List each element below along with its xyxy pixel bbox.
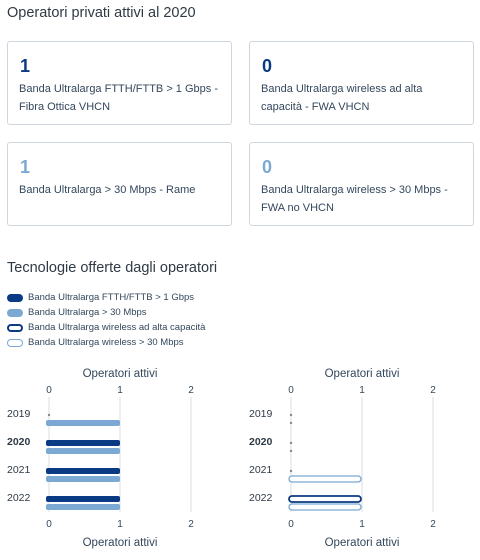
bar-chart-svg: Operatori attivi Operatori attivi 0 0 1 1 2 2 20… [7,368,194,549]
axis-title-bottom: Operatori attivi [325,537,400,549]
x-tick-label-top: 1 [359,385,365,396]
stat-label: Banda Ultralarga wireless > 30 Mbps - FW… [261,184,448,214]
bar [46,448,120,454]
x-tick-label-top: 0 [46,385,52,396]
bar [46,440,120,446]
x-tick-label-top: 0 [288,385,294,396]
x-tick-label-top: 2 [430,385,436,396]
section-title-operators: Operatori privati attivi al 2020 [7,5,196,21]
zero-value-dot [289,449,293,453]
legend-swatch [7,338,23,347]
axis-title-bottom: Operatori attivi [83,537,158,549]
bar [288,475,362,483]
legend-item-wireless-vhcn[interactable]: Banda Ultralarga wireless ad alta capaci… [7,320,205,335]
y-category-label: 2019 [249,408,273,420]
chart-legend: Banda Ultralarga FTTH/FTTB > 1 Gbps Band… [7,290,205,350]
y-category-label: 2021 [7,464,31,476]
stat-value: 0 [262,56,273,76]
bar [288,495,362,503]
stat-card-fwa-vhcn: 0 Banda Ultralarga wireless ad alta capa… [249,41,474,125]
y-category-label: 2022 [7,492,31,504]
stat-value: 0 [262,157,273,177]
legend-item-ftth[interactable]: Banda Ultralarga FTTH/FTTB > 1 Gbps [7,290,205,305]
x-tick-label-top: 2 [188,385,194,396]
legend-label: Banda Ultralarga wireless ad alta capaci… [28,322,206,333]
y-category-label: 2020 [249,436,273,448]
x-tick-label-bottom: 1 [359,519,365,530]
stat-card-rame: 1 Banda Ultralarga > 30 Mbps - Rame [7,142,232,226]
zero-value-dot [289,469,293,473]
stat-label: Banda Ultralarga FTTH/FTTB > 1 Gbps - Fi… [19,83,218,113]
chart-fixed-technologies: Operatori attivi Operatori attivi 0 0 1 1 2 2 20… [0,360,220,560]
x-tick-label-top: 1 [117,385,123,396]
stat-value: 1 [20,157,31,177]
bar [46,476,120,482]
legend-label: Banda Ultralarga wireless > 30 Mbps [28,337,184,348]
legend-swatch [7,308,23,317]
stat-value: 1 [20,56,31,76]
y-category-label: 2021 [249,464,273,476]
legend-swatch [7,293,23,302]
stat-label: Banda Ultralarga > 30 Mbps - Rame [19,184,196,196]
zero-value-dot [47,413,51,417]
bar-chart-svg: Operatori attivi Operatori attivi 0 0 1 1 2 2 20… [249,368,436,549]
x-tick-label-bottom: 2 [188,519,194,530]
legend-swatch [7,323,23,332]
x-tick-label-bottom: 1 [117,519,123,530]
section-title-technologies: Tecnologie offerte dagli operatori [7,260,218,276]
stat-label: Banda Ultralarga wireless ad alta capaci… [261,83,423,113]
zero-value-dot [289,441,293,445]
bar [46,504,120,510]
legend-label: Banda Ultralarga > 30 Mbps [28,307,147,318]
stat-card-ftth: 1 Banda Ultralarga FTTH/FTTB > 1 Gbps - … [7,41,232,125]
bar [46,496,120,502]
stat-card-fwa-no-vhcn: 0 Banda Ultralarga wireless > 30 Mbps - … [249,142,474,226]
bar [46,468,120,474]
zero-value-dot [289,413,293,417]
legend-item-wireless-30mbps[interactable]: Banda Ultralarga wireless > 30 Mbps [7,335,205,350]
y-category-label: 2022 [249,492,273,504]
bar [46,420,120,426]
chart-wireless-technologies: Operatori attivi Operatori attivi 0 0 1 1 2 2 20… [242,360,462,560]
x-tick-label-bottom: 0 [46,519,52,530]
x-tick-label-bottom: 0 [288,519,294,530]
y-category-label: 2020 [7,436,31,448]
zero-value-dot [289,421,293,425]
x-tick-label-bottom: 2 [430,519,436,530]
bar [288,503,362,511]
legend-label: Banda Ultralarga FTTH/FTTB > 1 Gbps [28,292,195,303]
y-category-label: 2019 [7,408,31,420]
axis-title-top: Operatori attivi [325,368,400,380]
axis-title-top: Operatori attivi [83,368,158,380]
legend-item-30mbps[interactable]: Banda Ultralarga > 30 Mbps [7,305,205,320]
